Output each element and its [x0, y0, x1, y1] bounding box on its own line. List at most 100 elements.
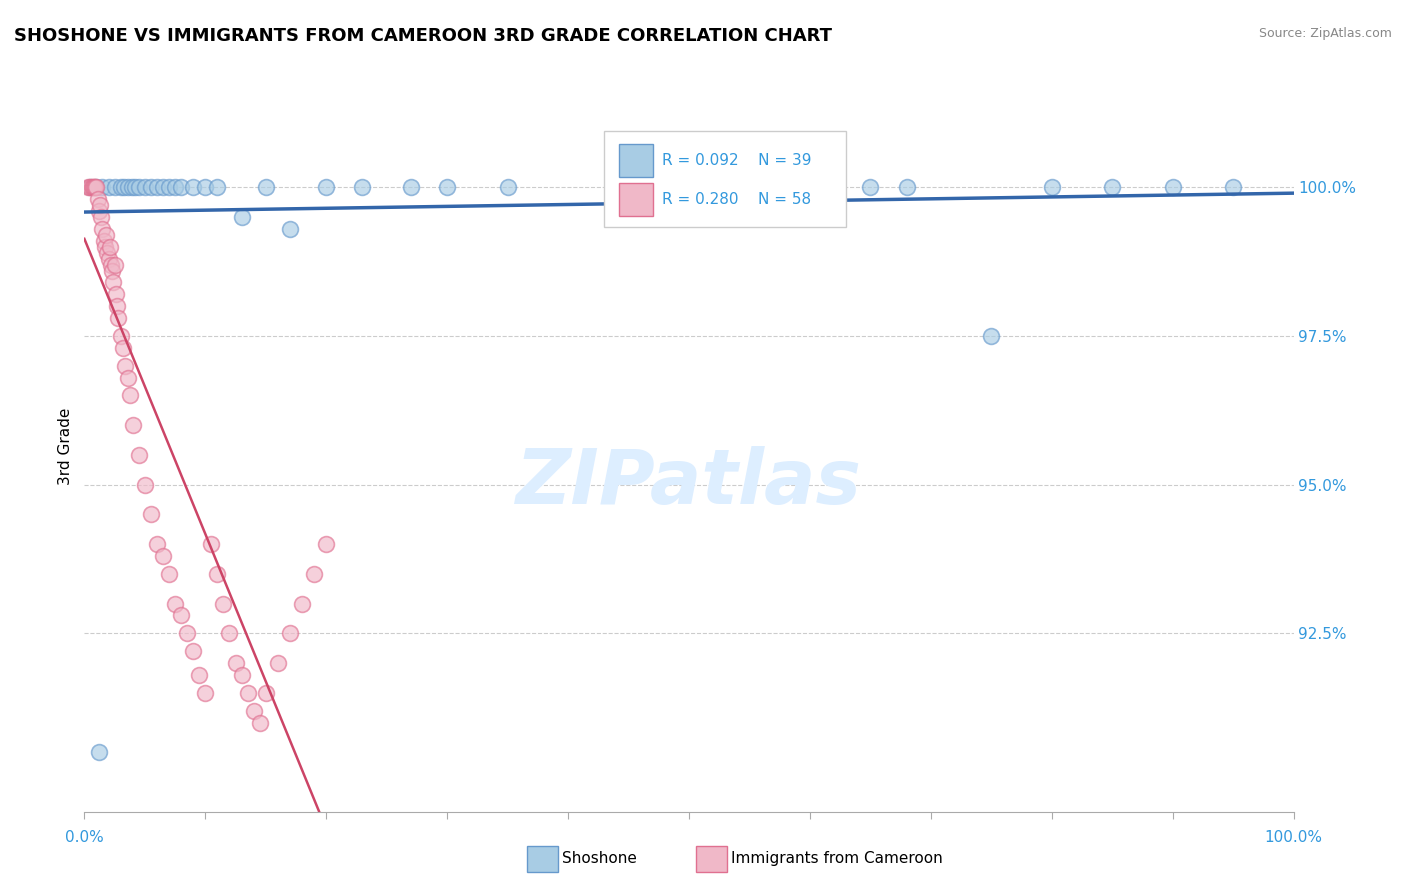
Text: Immigrants from Cameroon: Immigrants from Cameroon [731, 852, 943, 866]
Point [94, 227, 117, 242]
Point [165, 597, 187, 611]
Point [170, 180, 193, 194]
Point [315, 180, 337, 194]
Point [87, 204, 110, 219]
Point [152, 549, 174, 563]
Point [112, 180, 135, 194]
Point [134, 180, 156, 194]
Point [128, 180, 150, 194]
Point [139, 508, 162, 522]
Point [117, 180, 139, 194]
Point [91, 180, 114, 194]
Text: R = 0.280    N = 58: R = 0.280 N = 58 [662, 192, 811, 207]
Text: R = 0.092    N = 39: R = 0.092 N = 39 [662, 153, 811, 169]
Point [83, 180, 105, 194]
Point [104, 287, 127, 301]
Point [1161, 180, 1184, 194]
Bar [605, 131, 846, 227]
Point [207, 566, 229, 581]
Point [859, 180, 882, 194]
Point [181, 644, 204, 658]
Point [165, 180, 187, 194]
Point [231, 210, 253, 224]
Point [120, 388, 142, 402]
Point [91, 222, 114, 236]
Point [291, 597, 314, 611]
Point [104, 258, 127, 272]
Point [93, 234, 115, 248]
Point [80, 180, 103, 194]
Point [98, 240, 121, 254]
Point [352, 180, 374, 194]
Point [278, 222, 301, 236]
Point [87, 745, 110, 759]
Point [110, 180, 132, 194]
Point [79, 180, 101, 194]
Point [89, 198, 111, 212]
Point [107, 311, 129, 326]
Point [249, 715, 271, 730]
Point [79, 180, 101, 194]
Point [302, 566, 325, 581]
Point [315, 537, 337, 551]
Point [121, 180, 143, 194]
Point [207, 180, 229, 194]
Point [152, 180, 174, 194]
Point [1040, 180, 1063, 194]
FancyBboxPatch shape [619, 144, 652, 177]
Point [96, 245, 118, 260]
Point [181, 180, 204, 194]
Text: ZIPatlas: ZIPatlas [516, 446, 862, 519]
Text: SHOSHONE VS IMMIGRANTS FROM CAMEROON 3RD GRADE CORRELATION CHART: SHOSHONE VS IMMIGRANTS FROM CAMEROON 3RD… [14, 27, 832, 45]
Text: Source: ZipAtlas.com: Source: ZipAtlas.com [1258, 27, 1392, 40]
Text: 0.0%: 0.0% [65, 830, 104, 845]
Point [134, 477, 156, 491]
Point [86, 180, 108, 194]
Y-axis label: 3rd Grade: 3rd Grade [58, 408, 73, 484]
Point [399, 180, 422, 194]
Point [194, 180, 217, 194]
Point [212, 597, 235, 611]
Text: Shoshone: Shoshone [562, 852, 637, 866]
Point [146, 537, 169, 551]
Point [139, 180, 162, 194]
Point [157, 180, 180, 194]
Point [121, 418, 143, 433]
Point [267, 656, 290, 670]
Point [242, 704, 264, 718]
Point [218, 626, 240, 640]
Point [254, 180, 277, 194]
FancyBboxPatch shape [619, 183, 652, 216]
Point [200, 537, 222, 551]
Point [97, 180, 120, 194]
Point [176, 626, 198, 640]
Point [97, 252, 120, 266]
Point [86, 192, 108, 206]
Point [82, 180, 104, 194]
Point [188, 668, 211, 682]
Point [1101, 180, 1123, 194]
Point [77, 180, 100, 194]
Point [124, 180, 146, 194]
Point [1222, 180, 1244, 194]
Point [254, 686, 277, 700]
Point [114, 359, 136, 373]
Point [84, 180, 107, 194]
Point [117, 370, 139, 384]
Point [157, 566, 180, 581]
Point [436, 180, 458, 194]
Point [100, 258, 122, 272]
Point [128, 448, 150, 462]
Point [236, 686, 259, 700]
Point [738, 180, 761, 194]
Point [896, 180, 918, 194]
Point [104, 180, 127, 194]
Point [980, 329, 1002, 343]
Point [231, 668, 253, 682]
Point [110, 329, 132, 343]
Point [278, 626, 301, 640]
Point [112, 341, 135, 355]
Point [94, 240, 117, 254]
Point [86, 180, 108, 194]
Point [496, 180, 519, 194]
